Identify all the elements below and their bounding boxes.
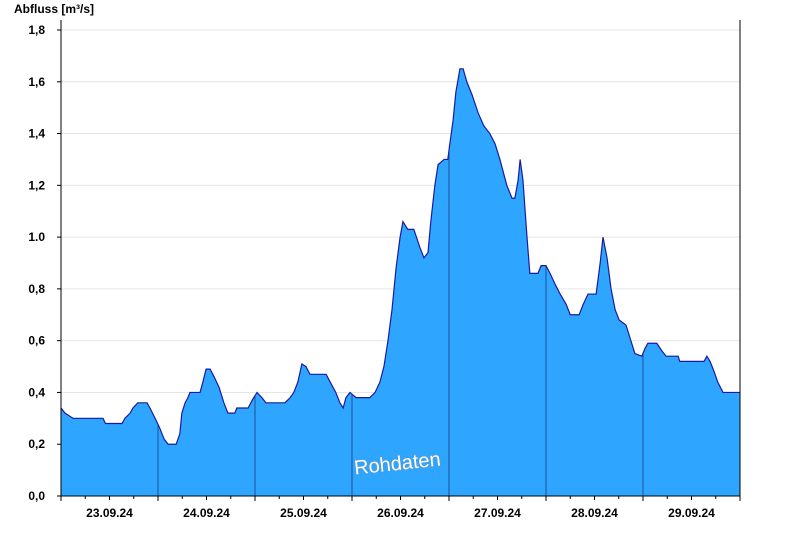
y-axis-title: Abfluss [m³/s] — [14, 2, 94, 16]
y-tick-label: 0,4 — [28, 385, 45, 399]
x-tick-label: 27.09.24 — [474, 506, 521, 520]
y-tick-label: 1,8 — [28, 23, 45, 37]
y-tick-label: 0,2 — [28, 437, 45, 451]
y-tick-label: 0,6 — [28, 334, 45, 348]
y-tick-label: 1.0 — [28, 230, 45, 244]
y-tick-label: 0,8 — [28, 282, 45, 296]
y-tick-label: 0,0 — [28, 489, 45, 503]
x-tick-label: 23.09.24 — [86, 506, 133, 520]
y-tick-label: 1,2 — [28, 178, 45, 192]
x-tick-label: 29.09.24 — [668, 506, 715, 520]
x-tick-label: 24.09.24 — [183, 506, 230, 520]
y-tick-label: 1,6 — [28, 75, 45, 89]
x-tick-label: 26.09.24 — [377, 506, 424, 520]
area — [61, 68, 740, 496]
x-tick-label: 25.09.24 — [280, 506, 327, 520]
x-tick-label: 28.09.24 — [571, 506, 618, 520]
y-tick-label: 1,4 — [28, 127, 45, 141]
line — [60, 68, 740, 445]
